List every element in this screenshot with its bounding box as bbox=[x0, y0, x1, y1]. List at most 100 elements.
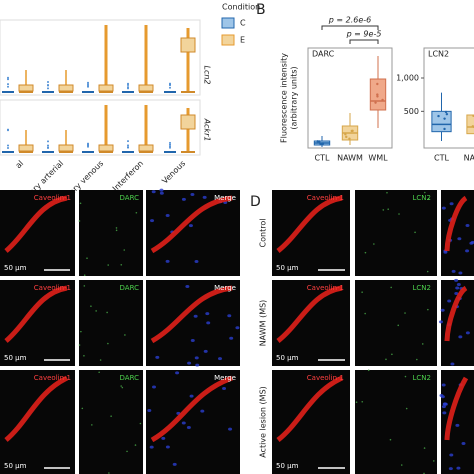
c-dot bbox=[47, 87, 49, 90]
gene-label: Lcn2 bbox=[203, 65, 212, 84]
channel-label: Caveolin-1 bbox=[307, 194, 344, 202]
signal bbox=[79, 202, 82, 205]
signal bbox=[404, 375, 407, 378]
y-axis-label: Fluorescence intensity bbox=[280, 53, 289, 143]
channel-label: Merge bbox=[214, 374, 236, 382]
nucleus bbox=[456, 466, 461, 470]
nucleus bbox=[155, 355, 160, 359]
signal bbox=[428, 198, 430, 200]
channel-label: LCN2 bbox=[413, 284, 431, 292]
signal bbox=[120, 385, 122, 387]
nucleus bbox=[227, 314, 232, 318]
nucleus bbox=[159, 188, 164, 192]
c-dot bbox=[47, 144, 49, 147]
c-dot bbox=[7, 76, 9, 79]
signal bbox=[355, 401, 358, 404]
e-box bbox=[180, 114, 196, 130]
nucleus bbox=[465, 223, 470, 227]
nucleus bbox=[449, 453, 454, 457]
signal bbox=[364, 251, 367, 254]
micrograph bbox=[146, 190, 240, 276]
signal bbox=[427, 308, 429, 311]
c-dot bbox=[47, 83, 49, 86]
signal bbox=[134, 444, 137, 446]
nucleus bbox=[441, 405, 446, 409]
signal bbox=[98, 371, 100, 374]
x-tick-label: NAWM bbox=[337, 154, 363, 163]
y-axis-label: (arbitrary units) bbox=[290, 66, 299, 129]
micrograph bbox=[272, 370, 350, 474]
c-dot bbox=[87, 142, 89, 145]
jitter-dot bbox=[445, 112, 449, 116]
nucleus bbox=[461, 442, 466, 446]
nucleus bbox=[451, 269, 456, 273]
micrograph bbox=[0, 370, 75, 474]
nucleus bbox=[205, 312, 210, 316]
c-dot bbox=[47, 80, 49, 83]
p-value: p = 9e-5 bbox=[346, 30, 382, 39]
nucleus bbox=[188, 224, 193, 228]
nucleus bbox=[218, 357, 223, 361]
c-dot bbox=[87, 83, 89, 86]
nucleus bbox=[456, 283, 461, 287]
signal bbox=[364, 312, 366, 315]
c-dot bbox=[87, 81, 89, 84]
vessel bbox=[4, 285, 68, 343]
micrograph bbox=[272, 280, 350, 366]
vessel bbox=[4, 195, 68, 253]
nucleus bbox=[150, 219, 155, 223]
nucleus bbox=[228, 427, 233, 431]
signal bbox=[126, 450, 128, 453]
panel-label: D bbox=[250, 194, 261, 210]
vessel bbox=[150, 285, 233, 344]
micrograph bbox=[0, 190, 75, 276]
signal bbox=[107, 342, 109, 345]
nucleus bbox=[457, 237, 462, 241]
jitter-dot bbox=[437, 114, 440, 118]
signal bbox=[423, 447, 426, 449]
signal bbox=[99, 359, 102, 361]
chart-title: LCN2 bbox=[428, 50, 449, 59]
c-dot bbox=[169, 146, 171, 149]
c-dot bbox=[127, 140, 129, 143]
micrograph bbox=[272, 190, 350, 276]
nucleus bbox=[442, 402, 447, 406]
nucleus bbox=[441, 383, 446, 387]
e-box bbox=[98, 84, 114, 92]
y-tick-label: 500 bbox=[404, 107, 419, 116]
jitter-dot bbox=[374, 101, 377, 104]
legend-swatch bbox=[221, 34, 235, 46]
signal bbox=[387, 208, 390, 210]
nucleus bbox=[181, 421, 186, 425]
nucleus bbox=[222, 387, 227, 391]
signal bbox=[83, 285, 86, 287]
row-label: Active lesion (MS) bbox=[259, 386, 268, 458]
nucleus bbox=[441, 206, 446, 210]
signal bbox=[139, 422, 142, 425]
signal bbox=[108, 472, 110, 474]
x-tick-label: CTL bbox=[434, 154, 449, 163]
signal bbox=[78, 220, 81, 222]
signal bbox=[405, 407, 408, 410]
nucleus bbox=[165, 259, 170, 263]
nucleus bbox=[454, 278, 459, 282]
channel-label: Merge bbox=[214, 284, 236, 292]
signal bbox=[367, 369, 370, 372]
micrograph bbox=[79, 190, 143, 276]
signal bbox=[106, 311, 108, 314]
vessel bbox=[444, 376, 469, 441]
plot-frame bbox=[307, 47, 393, 149]
signal bbox=[398, 213, 400, 215]
nucleus bbox=[455, 286, 460, 290]
nucleus bbox=[186, 426, 191, 430]
signal bbox=[115, 229, 118, 232]
legend-label: E bbox=[240, 36, 245, 45]
x-tick-label: NAWM bbox=[464, 154, 474, 163]
channel-label: LCN2 bbox=[413, 374, 431, 382]
nucleus bbox=[450, 362, 455, 366]
nucleus bbox=[149, 445, 154, 449]
scale-label: 50 µm bbox=[276, 354, 299, 362]
box bbox=[466, 114, 474, 135]
signal bbox=[361, 400, 364, 403]
vessel bbox=[150, 375, 233, 443]
